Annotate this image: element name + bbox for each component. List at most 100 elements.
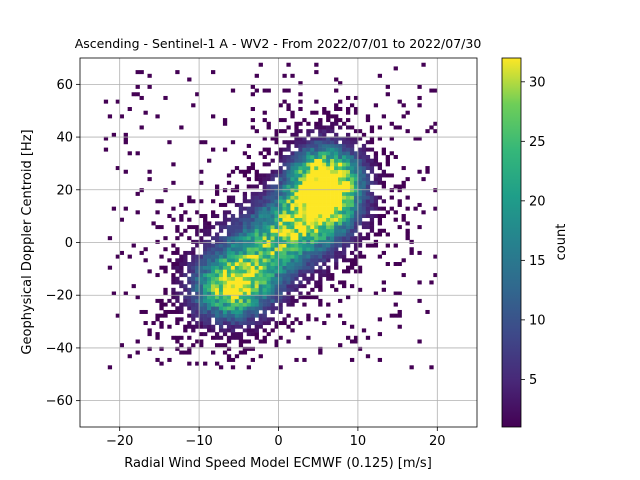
heatmap-bin [342,173,347,178]
heatmap-bin [397,313,402,318]
heatmap-bin [310,162,315,167]
heatmap-bin [326,143,331,148]
heatmap-bin [278,214,283,219]
heatmap-bin [330,147,335,152]
heatmap-bin [322,177,327,182]
heatmap-bin [179,335,184,340]
heatmap-bin [290,284,295,289]
heatmap-bin [266,88,271,93]
heatmap-bin [191,199,196,204]
heatmap-bin [143,258,148,263]
heatmap-bin [298,129,303,134]
heatmap-bin [290,254,295,259]
heatmap-bin [203,262,208,266]
heatmap-bin [290,184,295,189]
heatmap-bin [342,225,347,230]
heatmap-bin [365,184,371,189]
heatmap-bin [278,243,283,248]
heatmap-bin [433,254,438,259]
heatmap-bin [214,273,220,278]
heatmap-bin [238,239,244,244]
heatmap-bin [306,214,311,219]
heatmap-bin [298,143,303,148]
heatmap-bin [191,247,196,252]
heatmap-bin [306,262,311,266]
heatmap-bin [342,121,347,126]
heatmap-bin [250,280,255,285]
heatmap-bin [203,324,208,329]
heatmap-bin [175,269,180,274]
heatmap-bin [334,132,339,137]
heatmap-bin [262,321,267,326]
heatmap-bin [397,202,402,207]
heatmap-bin [278,217,283,222]
heatmap-bin [345,188,351,193]
y-tick-label: 40 [56,131,73,146]
heatmap-bin [306,265,311,270]
heatmap-bin [306,147,311,152]
heatmap-bin [167,258,172,263]
heatmap-bin [338,147,343,152]
heatmap-bin [357,221,363,226]
heatmap-bin [357,236,363,241]
heatmap-bin [238,309,244,314]
heatmap-bin [349,177,355,182]
heatmap-bin [342,147,347,152]
heatmap-bin [262,276,267,281]
heatmap-bin [334,107,339,112]
heatmap-bin [342,206,347,211]
heatmap-bin [266,254,271,259]
heatmap-bin [250,273,255,278]
heatmap-bin [191,254,196,259]
heatmap-bin [187,269,192,274]
heatmap-bin [278,180,283,185]
heatmap-bin [238,298,244,303]
heatmap-bin [330,169,335,174]
heatmap-bin [274,324,279,329]
heatmap-bin [203,243,208,248]
heatmap-bin [345,143,351,148]
heatmap-bin [250,357,255,362]
heatmap-bin [139,70,144,75]
heatmap-bin [334,169,339,174]
heatmap-bin [230,140,236,145]
heatmap-bin [322,136,327,141]
heatmap-bin [298,154,303,159]
heatmap-bin [258,180,263,185]
heatmap-bin [155,332,160,337]
heatmap-bin [207,317,212,322]
heatmap-bin [135,210,140,215]
heatmap-bin [199,140,204,145]
heatmap-bin [242,295,248,300]
heatmap-bin [246,265,252,270]
heatmap-bin [342,195,347,200]
heatmap-bin [175,280,180,285]
heatmap-bin [334,136,339,141]
heatmap-bin [349,239,355,244]
heatmap-bin [199,306,204,311]
heatmap-bin [163,313,168,318]
heatmap-bin [397,99,402,104]
heatmap-bin [214,291,220,296]
heatmap-bin [270,214,275,219]
heatmap-bin [147,169,152,174]
heatmap-bin [266,321,271,326]
heatmap-bin [234,291,240,296]
heatmap-bin [270,273,275,278]
heatmap-bin [298,121,303,126]
heatmap-bin [330,284,335,289]
heatmap-bin [270,206,275,211]
heatmap-bin [302,118,307,123]
heatmap-bin [278,166,283,171]
heatmap-bin [222,287,228,292]
heatmap-bin [318,147,323,152]
heatmap-bin [365,232,371,237]
heatmap-bin [353,169,359,174]
heatmap-bin [278,306,283,311]
heatmap-bin [234,221,240,226]
heatmap-bin [242,243,248,248]
heatmap-bin [322,206,327,211]
heatmap-bin [349,217,355,222]
heatmap-bin [349,210,355,215]
